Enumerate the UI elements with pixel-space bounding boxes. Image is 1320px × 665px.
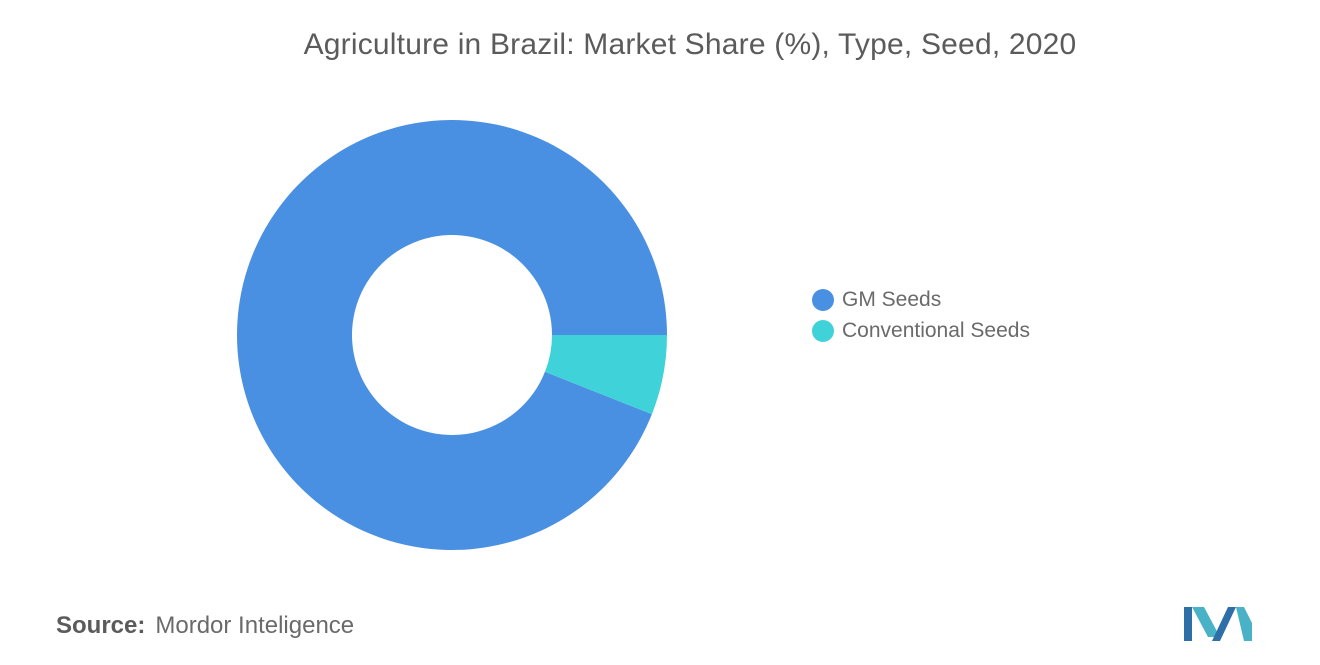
source-label: Source: <box>56 612 146 639</box>
mordor-intelligence-logo-icon <box>1184 607 1252 641</box>
legend-item-gm-seeds: GM Seeds <box>812 284 1030 315</box>
legend-swatch-conventional-seeds <box>812 319 834 342</box>
chart-title: Agriculture in Brazil: Market Share (%),… <box>303 28 1077 61</box>
legend-item-conventional-seeds: Conventional Seeds <box>812 315 1030 346</box>
donut-slice-conventional-seeds <box>544 335 667 415</box>
legend-label-gm-seeds: GM Seeds <box>842 287 942 311</box>
chart-legend: GM Seeds Conventional Seeds <box>812 284 1030 346</box>
source-note: Source: Mordor Inteligence <box>56 612 354 640</box>
source-text: Mordor Inteligence <box>155 612 355 639</box>
legend-swatch-gm-seeds <box>812 288 834 311</box>
legend-label-conventional-seeds: Conventional Seeds <box>842 318 1030 342</box>
donut-slice-gm-seeds <box>237 119 667 550</box>
